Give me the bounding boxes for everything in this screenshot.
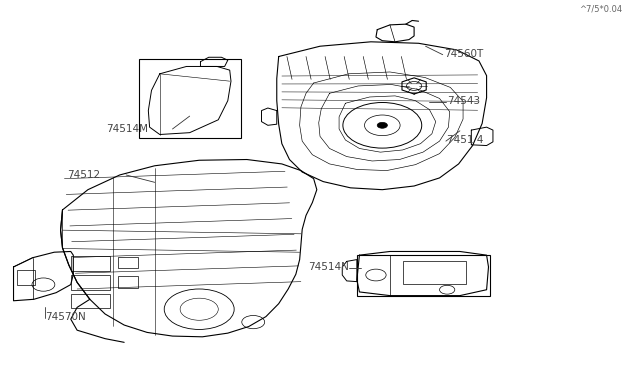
Text: 74560T: 74560T xyxy=(444,49,483,58)
Circle shape xyxy=(377,122,387,128)
Bar xyxy=(118,257,138,268)
Text: 7451 4: 7451 4 xyxy=(447,135,484,145)
Bar xyxy=(357,255,490,296)
Bar xyxy=(403,262,467,284)
Text: 74514M: 74514M xyxy=(106,124,148,134)
Bar xyxy=(71,256,110,271)
Text: 74543: 74543 xyxy=(447,96,480,106)
Text: 74514N: 74514N xyxy=(308,262,349,272)
Bar xyxy=(71,294,110,308)
Text: ^7/5*0.04: ^7/5*0.04 xyxy=(579,5,622,14)
Text: 74512: 74512 xyxy=(67,170,100,180)
Bar xyxy=(139,59,241,138)
Text: 74570N: 74570N xyxy=(45,312,86,321)
Bar xyxy=(17,270,35,285)
Bar xyxy=(118,276,138,288)
Bar xyxy=(71,275,110,291)
